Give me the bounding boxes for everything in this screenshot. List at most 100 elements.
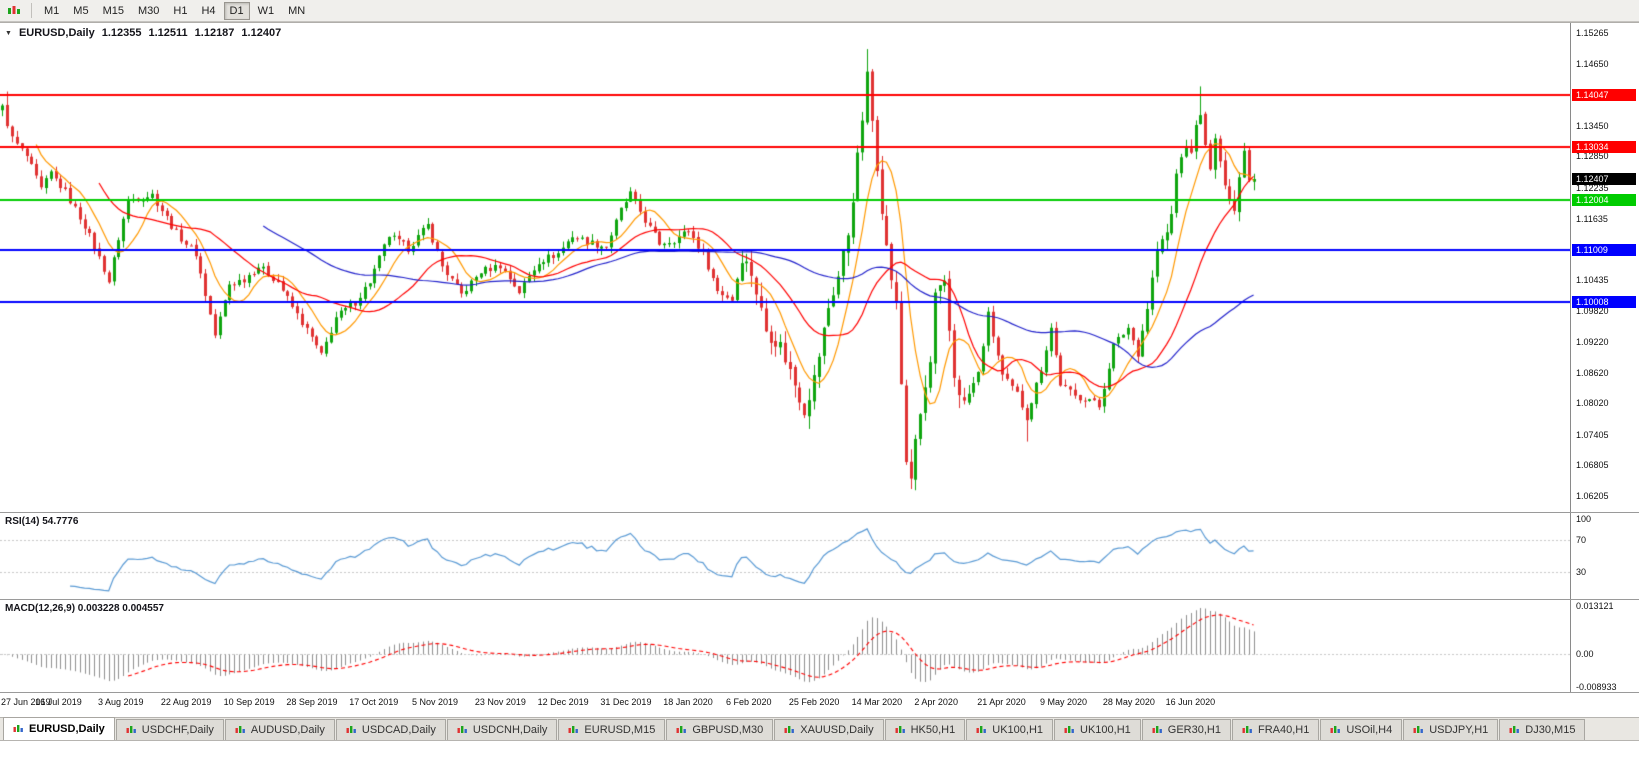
- tab-eurusd-m15[interactable]: EURUSD,M15: [558, 719, 666, 740]
- timeframe-d1[interactable]: D1: [223, 1, 250, 20]
- tab-chart-icon: [235, 725, 246, 735]
- tab-gbpusd-m30[interactable]: GBPUSD,M30: [666, 719, 774, 740]
- tab-label: HK50,H1: [910, 724, 956, 736]
- tab-label: AUDUSD,Daily: [250, 724, 325, 736]
- tab-label: USDJPY,H1: [1429, 724, 1489, 736]
- timeframe-m1[interactable]: M1: [38, 2, 65, 20]
- tab-chart-icon: [1064, 725, 1075, 735]
- rsi-tick: 100: [1576, 514, 1592, 524]
- tab-fra40-h1[interactable]: FRA40,H1: [1231, 719, 1320, 740]
- tab-eurusd-daily[interactable]: EURUSD,Daily: [3, 717, 115, 740]
- price-tick: 1.06805: [1576, 460, 1609, 471]
- tab-uk100-h1[interactable]: UK100,H1: [1054, 719, 1141, 740]
- timeframe-w1[interactable]: W1: [252, 2, 281, 20]
- price-badge: 1.10008: [1572, 295, 1636, 308]
- ohlc-close: 1.12407: [241, 27, 282, 39]
- timeframe-h1[interactable]: H1: [167, 2, 193, 20]
- price-axis: 1.15265 1.14650 1.13450 1.12850 1.12235 1.116…: [1570, 23, 1639, 512]
- price-badge: 1.12004: [1572, 193, 1636, 206]
- timeframe-mn[interactable]: MN: [282, 2, 311, 20]
- tab-label: USOil,H4: [1346, 724, 1393, 736]
- timeframe-m15[interactable]: M15: [97, 2, 130, 20]
- tab-chart-icon: [784, 725, 795, 735]
- rsi-canvas[interactable]: [0, 513, 1570, 599]
- price-tick: 1.08020: [1576, 398, 1609, 409]
- macd-tick: 0.013121: [1576, 601, 1614, 611]
- macd-axis: 0.013121 0.00 -0.008933: [1570, 600, 1639, 692]
- date-label: 25 Feb 2020: [788, 697, 840, 707]
- rsi-panel: 100 70 30 RSI(14) 54.7776: [0, 513, 1639, 600]
- price-tick: 1.11635: [1576, 213, 1608, 224]
- tab-chart-icon: [126, 725, 137, 735]
- tab-chart-icon: [346, 725, 357, 735]
- price-tick: 1.06205: [1576, 491, 1609, 501]
- timeframe-h4[interactable]: H4: [195, 2, 221, 20]
- tab-chart-icon: [1330, 725, 1341, 735]
- tab-label: UK100,H1: [1080, 724, 1131, 736]
- price-badge: 1.13034: [1572, 141, 1636, 153]
- date-label: 31 Dec 2019: [600, 697, 652, 707]
- rsi-tick: 30: [1576, 567, 1587, 577]
- tab-chart-icon: [895, 725, 906, 735]
- price-tick: 1.08620: [1576, 367, 1609, 378]
- date-label: 28 May 2020: [1102, 697, 1155, 707]
- date-label: 9 May 2020: [1040, 697, 1088, 707]
- macd-label: MACD(12,26,9) 0.003228 0.004557: [5, 603, 164, 614]
- rsi-axis: 100 70 30: [1570, 513, 1639, 599]
- price-tick: 1.13450: [1576, 120, 1609, 131]
- tab-chart-icon: [1413, 725, 1424, 735]
- tab-ger30-h1[interactable]: GER30,H1: [1141, 719, 1231, 740]
- tab-label: UK100,H1: [992, 724, 1044, 736]
- chart-type-icon[interactable]: [4, 3, 24, 19]
- timeframe-m30[interactable]: M30: [132, 2, 165, 20]
- tab-uk100-h1[interactable]: UK100,H1: [966, 719, 1054, 740]
- date-label: 22 Aug 2019: [160, 697, 212, 707]
- tab-usdcad-daily[interactable]: USDCAD,Daily: [335, 719, 446, 740]
- date-label: 16 Jun 2020: [1165, 697, 1216, 707]
- timeframe-m5[interactable]: M5: [67, 2, 94, 20]
- tab-dj30-m15[interactable]: DJ30,M15: [1499, 719, 1586, 740]
- chart-ohlc-header: ▼ EURUSD,Daily 1.12355 1.12511 1.12187 1…: [5, 27, 281, 39]
- price-tick: 1.15265: [1576, 28, 1609, 38]
- tab-usdcnh-daily[interactable]: USDCNH,Daily: [446, 719, 558, 740]
- tab-chart-icon: [976, 725, 987, 735]
- tab-xauusd-daily[interactable]: XAUUSD,Daily: [774, 719, 884, 740]
- price-tick: 1.12235: [1576, 182, 1609, 193]
- chart-collapse-icon[interactable]: ▼: [5, 29, 12, 37]
- price-chart-canvas[interactable]: [0, 23, 1570, 512]
- ohlc-low: 1.12187: [194, 27, 235, 39]
- date-label: 3 Aug 2019: [98, 697, 144, 707]
- tab-label: EURUSD,Daily: [29, 723, 105, 735]
- macd-canvas[interactable]: [0, 600, 1570, 692]
- tab-chart-icon: [1152, 725, 1163, 735]
- chart-tab-bar: EURUSD,Daily USDCHF,Daily AUDUSD,Daily USDC…: [0, 717, 1639, 741]
- price-tick: 1.07405: [1576, 429, 1609, 440]
- price-tick: 1.12850: [1576, 151, 1609, 162]
- tab-usdjpy-h1[interactable]: USDJPY,H1: [1403, 719, 1499, 740]
- tab-audusd-daily[interactable]: AUDUSD,Daily: [224, 719, 335, 740]
- tab-label: USDCNH,Daily: [472, 724, 548, 736]
- date-label: 18 Jan 2020: [663, 697, 713, 707]
- price-tick: 1.09220: [1576, 336, 1609, 347]
- tab-chart-icon: [457, 725, 468, 735]
- date-label: 23 Nov 2019: [474, 697, 526, 707]
- tab-usoil-h4[interactable]: USOil,H4: [1320, 719, 1403, 740]
- macd-panel: 0.013121 0.00 -0.008933 MACD(12,26,9) 0.00…: [0, 600, 1639, 693]
- tab-usdchf-daily[interactable]: USDCHF,Daily: [115, 719, 224, 740]
- date-label: 5 Nov 2019: [412, 697, 459, 707]
- tab-label: EURUSD,M15: [584, 724, 656, 736]
- date-label: 14 Mar 2020: [851, 697, 903, 707]
- price-tick: 1.14650: [1576, 59, 1609, 70]
- tab-label: GER30,H1: [1167, 724, 1221, 736]
- date-label: 6 Feb 2020: [726, 697, 772, 707]
- tab-chart-icon: [1242, 725, 1253, 735]
- ohlc-high: 1.12511: [148, 27, 188, 39]
- date-axis: 27 Jun 2019 16 Jul 2019 3 Aug 2019 22 Aug 2…: [0, 693, 1639, 711]
- tab-label: GBPUSD,M30: [692, 724, 764, 736]
- date-label: 2 Apr 2020: [914, 697, 958, 707]
- rsi-label: RSI(14) 54.7776: [5, 516, 79, 527]
- tab-hk50-h1[interactable]: HK50,H1: [884, 719, 966, 740]
- date-label: 21 Apr 2020: [977, 697, 1026, 707]
- tab-label: USDCHF,Daily: [141, 724, 214, 736]
- price-tick: 1.10435: [1576, 274, 1609, 285]
